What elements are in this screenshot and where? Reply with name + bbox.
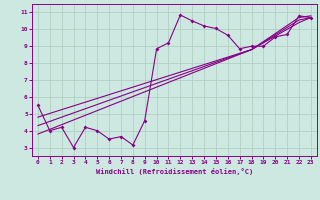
X-axis label: Windchill (Refroidissement éolien,°C): Windchill (Refroidissement éolien,°C)	[96, 168, 253, 175]
